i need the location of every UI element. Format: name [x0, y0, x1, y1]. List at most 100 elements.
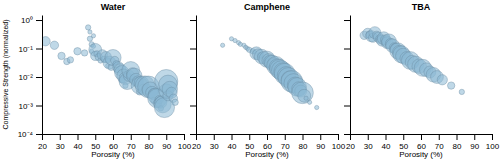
x-axis: 2030405060708090100 — [192, 134, 346, 151]
x-tick-label: 80 — [453, 142, 462, 151]
y-tick-mark — [36, 106, 42, 107]
point — [307, 100, 311, 104]
y-tick — [190, 20, 196, 21]
x-tick-label: 90 — [470, 142, 479, 151]
x-tick: 50 — [91, 134, 100, 151]
y-tick — [344, 106, 350, 107]
x-tick: 80 — [145, 134, 154, 151]
x-tick: 60 — [263, 134, 272, 151]
x-tick: 70 — [435, 134, 444, 151]
x-tick-label: 20 — [38, 142, 47, 151]
x-tick: 20 — [346, 134, 355, 151]
y-tick-mark — [36, 20, 42, 21]
x-tick: 30 — [56, 134, 65, 151]
point — [292, 82, 314, 104]
x-tick-mark — [232, 134, 233, 140]
x-tick-label: 30 — [364, 142, 373, 151]
y-tick — [344, 20, 350, 21]
x-tick: 60 — [417, 134, 426, 151]
x-tick: 100 — [332, 134, 346, 151]
y-axis-line — [42, 16, 43, 135]
x-tick: 90 — [316, 134, 325, 151]
y-axis-label: Compressive Strength (normalized) — [2, 19, 10, 129]
y-axis-line — [196, 16, 197, 135]
x-tick-label: 40 — [228, 142, 237, 151]
y-tick-mark — [190, 20, 196, 21]
x-tick: 20 — [38, 134, 47, 151]
y-axis: 10⁻⁴10⁻³10⁻²10⁻¹10⁰ — [18, 16, 43, 140]
x-tick-mark — [403, 134, 404, 140]
x-tick: 20 — [192, 134, 201, 151]
point — [172, 99, 178, 105]
x-tick-mark — [149, 134, 150, 140]
y-axis — [344, 16, 351, 135]
point — [81, 50, 87, 56]
point — [91, 34, 95, 38]
y-tick — [344, 49, 350, 50]
point — [221, 43, 225, 47]
x-tick-label: 100 — [332, 142, 346, 151]
y-tick — [190, 49, 196, 50]
point — [58, 52, 65, 59]
x-tick-mark — [78, 134, 79, 140]
x-tick-label: 90 — [162, 142, 171, 151]
x-tick-label: 100 — [486, 142, 500, 151]
x-tick: 70 — [127, 134, 136, 151]
panel: 203040506070809010010⁻⁴10⁻³10⁻²10⁻¹10⁰Wa… — [2, 2, 192, 159]
x-tick-mark — [439, 134, 440, 140]
point — [459, 89, 464, 94]
y-tick-mark — [344, 77, 350, 78]
x-tick-mark — [320, 134, 321, 140]
x-tick: 90 — [470, 134, 479, 151]
y-tick-label: 10⁻¹ — [18, 45, 33, 54]
x-tick: 40 — [382, 134, 391, 151]
x-axis-label: Porosity (%) — [399, 150, 443, 159]
y-tick-mark — [344, 134, 350, 135]
x-axis-label: Porosity (%) — [245, 150, 289, 159]
x-tick-mark — [166, 134, 167, 140]
x-tick: 30 — [364, 134, 373, 151]
x-tick-mark — [285, 134, 286, 140]
y-axis — [190, 16, 197, 135]
x-tick-mark — [60, 134, 61, 140]
point — [304, 96, 308, 100]
x-tick: 80 — [299, 134, 308, 151]
y-tick — [190, 134, 196, 135]
x-tick-label: 30 — [56, 142, 65, 151]
y-tick: 10⁻⁴ — [18, 130, 42, 139]
point — [50, 41, 58, 49]
x-tick-mark — [42, 134, 43, 140]
x-tick-mark — [214, 134, 215, 140]
x-tick-mark — [95, 134, 96, 140]
points — [42, 25, 178, 118]
point — [437, 75, 447, 85]
y-tick-label: 10⁻³ — [18, 102, 33, 111]
x-tick: 70 — [281, 134, 290, 151]
x-tick: 80 — [453, 134, 462, 151]
y-tick-mark — [190, 106, 196, 107]
x-tick-mark — [457, 134, 458, 140]
x-tick-mark — [368, 134, 369, 140]
points — [360, 27, 464, 95]
y-tick-mark — [36, 134, 42, 135]
y-tick — [190, 106, 196, 107]
x-tick-mark — [249, 134, 250, 140]
y-tick-mark — [344, 106, 350, 107]
panel: 2030405060708090100CamphenePorosity (%) — [190, 2, 346, 159]
x-tick: 30 — [210, 134, 219, 151]
x-axis: 2030405060708090100 — [38, 134, 192, 151]
y-tick-mark — [190, 49, 196, 50]
y-axis-line — [350, 16, 351, 135]
point — [315, 105, 319, 109]
point — [42, 37, 50, 46]
x-axis-label: Porosity (%) — [91, 150, 135, 159]
x-tick-label: 30 — [210, 142, 219, 151]
y-tick-mark — [190, 77, 196, 78]
x-tick-mark — [474, 134, 475, 140]
x-tick-mark — [131, 134, 132, 140]
y-tick — [344, 77, 350, 78]
y-tick-mark — [344, 49, 350, 50]
point — [447, 82, 454, 89]
x-tick: 100 — [486, 134, 500, 151]
y-tick-mark — [344, 20, 350, 21]
